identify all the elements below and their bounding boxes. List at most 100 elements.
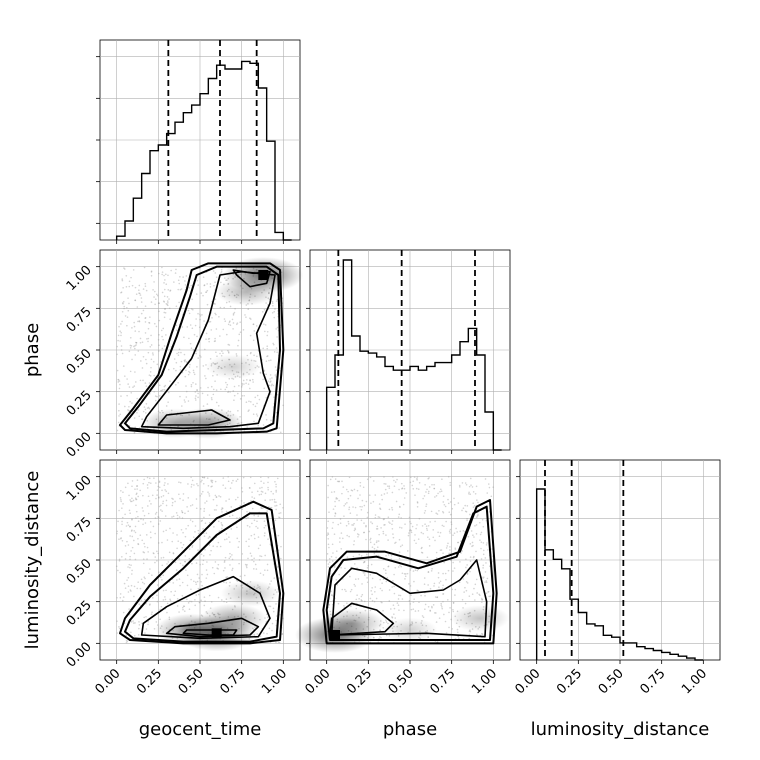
scatter-point <box>156 559 158 562</box>
scatter-point <box>160 557 163 559</box>
scatter-point <box>422 616 425 619</box>
scatter-point <box>131 500 133 503</box>
scatter-point <box>272 610 275 613</box>
scatter-point <box>139 337 142 340</box>
scatter-point <box>165 490 168 493</box>
scatter-point <box>196 279 199 282</box>
scatter-point <box>187 400 190 402</box>
contour-line <box>330 559 488 638</box>
scatter-point <box>141 581 144 584</box>
scatter-point <box>456 628 459 631</box>
scatter-point <box>198 538 201 541</box>
scatter-point <box>163 295 166 298</box>
scatter-point <box>369 537 372 540</box>
scatter-point <box>416 479 418 481</box>
scatter-point <box>449 607 451 609</box>
scatter-point <box>376 540 378 542</box>
scatter-point <box>481 632 483 635</box>
scatter-point <box>412 488 415 490</box>
scatter-point <box>409 569 412 571</box>
scatter-point <box>138 320 141 323</box>
scatter-point <box>478 521 481 524</box>
scatter-point <box>435 551 438 554</box>
scatter-point <box>380 636 382 639</box>
scatter-point <box>339 537 341 539</box>
scatter-point <box>427 571 430 573</box>
scatter-point <box>401 572 404 575</box>
scatter-point <box>340 548 343 550</box>
scatter-point <box>223 581 225 583</box>
scatter-point <box>199 387 202 389</box>
scatter-point <box>232 390 235 392</box>
scatter-point <box>227 480 230 483</box>
scatter-point <box>146 558 148 560</box>
scatter-point <box>152 552 155 554</box>
scatter-point <box>155 511 158 514</box>
scatter-point <box>152 597 154 599</box>
scatter-point <box>126 394 128 397</box>
contour-line <box>140 575 271 640</box>
scatter-point <box>177 540 180 542</box>
scatter-point <box>410 531 413 534</box>
scatter-point <box>434 539 436 542</box>
scatter-point <box>273 577 276 579</box>
scatter-point <box>426 488 428 491</box>
scatter-point <box>365 538 367 541</box>
scatter-point <box>154 561 156 564</box>
scatter-point <box>165 504 168 507</box>
scatter-point <box>356 514 358 516</box>
scatter-point <box>256 415 259 417</box>
scatter-point <box>275 619 278 622</box>
scatter-point <box>268 384 271 387</box>
scatter-point <box>473 536 475 538</box>
scatter-point <box>353 583 356 586</box>
scatter-point <box>278 641 281 644</box>
scatter-point <box>383 518 385 520</box>
scatter-point <box>201 573 203 576</box>
scatter-point <box>204 502 206 504</box>
scatter-point <box>328 511 330 513</box>
scatter-point <box>350 605 352 608</box>
scatter-point <box>163 301 166 303</box>
scatter-point <box>211 479 214 482</box>
scatter-point <box>196 366 198 368</box>
scatter-point <box>276 393 279 396</box>
scatter-point <box>186 326 189 328</box>
scatter-point <box>373 600 376 603</box>
scatter-point <box>118 409 120 412</box>
scatter-point <box>122 286 124 289</box>
scatter-point <box>458 484 461 487</box>
scatter-point <box>191 546 193 548</box>
scatter-point <box>176 514 179 517</box>
scatter-point <box>249 317 251 320</box>
scatter-point <box>163 288 166 291</box>
scatter-point <box>246 563 248 566</box>
scatter-point <box>168 307 171 310</box>
scatter-point <box>153 296 155 298</box>
scatter-point <box>193 373 196 376</box>
scatter-point <box>217 405 220 407</box>
scatter-point <box>131 518 133 520</box>
scatter-point <box>431 483 433 486</box>
scatter-point <box>276 326 279 329</box>
scatter-point <box>133 552 136 555</box>
x-tick-label: 0.00 <box>512 666 543 697</box>
scatter-point <box>259 572 262 575</box>
scatter-point <box>150 503 152 505</box>
scatter-point <box>361 505 363 508</box>
scatter-point <box>239 575 242 578</box>
scatter-point <box>398 609 400 611</box>
x-axis-label-geocent-time: geocent_time <box>139 719 262 740</box>
scatter-point <box>181 517 184 519</box>
scatter-point <box>198 601 201 604</box>
scatter-point <box>447 498 449 501</box>
scatter-point <box>132 539 135 542</box>
scatter-point <box>331 475 334 478</box>
scatter-point <box>468 633 471 636</box>
scatter-point <box>191 504 194 506</box>
scatter-point <box>156 550 158 553</box>
scatter-point <box>334 512 337 514</box>
scatter-point <box>194 391 197 393</box>
scatter-point <box>189 504 192 507</box>
scatter-point <box>447 569 450 572</box>
